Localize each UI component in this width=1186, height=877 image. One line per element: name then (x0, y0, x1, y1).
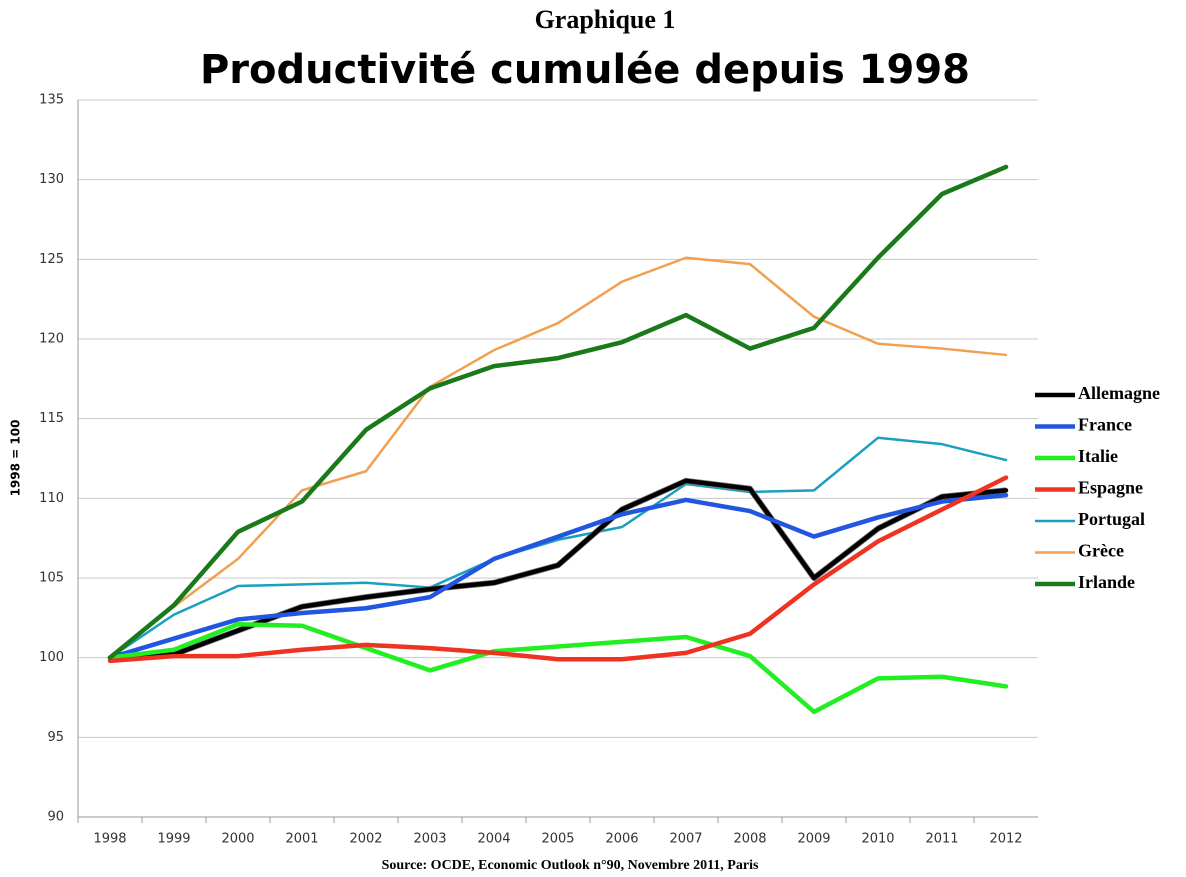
y-tick-label: 125 (39, 252, 64, 267)
y-tick-label: 110 (39, 491, 64, 506)
x-tick-label: 2003 (413, 832, 446, 847)
series-line (107, 621, 1009, 715)
x-tick-label: 2008 (733, 832, 766, 847)
y-tick-label: 120 (39, 332, 64, 347)
y-tick-label: 100 (39, 650, 64, 665)
x-tick-label: 2011 (925, 832, 958, 847)
x-tick-label: 2009 (797, 832, 830, 847)
series-line (108, 436, 1008, 659)
x-tick-label: 2005 (541, 832, 574, 847)
x-tick-label: 2001 (285, 832, 318, 847)
legend-label: Grèce (1078, 541, 1124, 561)
x-tick-label: 2007 (669, 832, 702, 847)
legend-label: France (1078, 415, 1132, 435)
legend-label: Espagne (1078, 478, 1143, 498)
y-axis-label: 1998 = 100 (9, 420, 23, 497)
y-tick-label: 135 (39, 93, 64, 108)
y-tick-label: 105 (39, 571, 64, 586)
series-line (108, 256, 1008, 659)
x-tick-label: 1999 (157, 832, 190, 847)
y-tick-label: 115 (39, 411, 64, 426)
legend-label: Allemagne (1078, 383, 1160, 403)
x-tick-label: 2006 (605, 832, 638, 847)
source: Source: OCDE, Economic Outlook n°90, Nov… (382, 858, 759, 873)
y-tick-label: 90 (47, 810, 64, 825)
x-tick-label: 2000 (221, 832, 254, 847)
legend-label: Italie (1078, 446, 1118, 466)
x-tick-label: 2002 (349, 832, 382, 847)
chart-title: Productivité cumulée depuis 1998 (200, 47, 970, 93)
series-line (107, 492, 1009, 660)
x-tick-label: 2012 (989, 832, 1022, 847)
x-tick-label: 2004 (477, 832, 510, 847)
series-outline (109, 477, 1007, 661)
x-tick-label: 1998 (93, 832, 126, 847)
legend-label: Irlande (1078, 572, 1135, 592)
series-line (107, 164, 1009, 660)
legend-label: Portugal (1078, 509, 1145, 529)
x-tick-label: 2010 (861, 832, 894, 847)
y-tick-label: 130 (39, 172, 64, 187)
chart-supertitle: Graphique 1 (535, 5, 676, 34)
series-line (107, 475, 1009, 664)
y-tick-label: 95 (47, 730, 64, 745)
